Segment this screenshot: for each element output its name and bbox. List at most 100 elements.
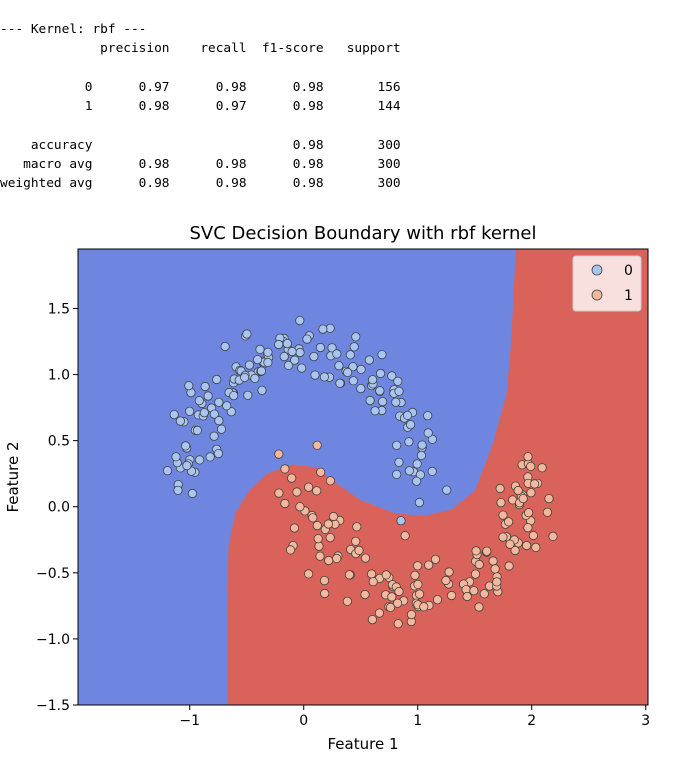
point-class-0 bbox=[229, 391, 239, 401]
point-class-1 bbox=[315, 551, 325, 561]
point-class-1 bbox=[430, 554, 441, 564]
point-class-1 bbox=[342, 596, 352, 606]
point-class-0 bbox=[279, 352, 289, 362]
point-class-1 bbox=[498, 510, 508, 520]
point-class-0 bbox=[404, 437, 414, 447]
point-class-0 bbox=[184, 381, 194, 391]
point-class-0 bbox=[318, 324, 328, 334]
point-class-1 bbox=[400, 531, 410, 541]
point-class-0 bbox=[375, 386, 385, 396]
scatter-points bbox=[162, 316, 558, 629]
point-class-0 bbox=[310, 370, 320, 380]
point-class-1 bbox=[325, 532, 335, 543]
point-class-1 bbox=[360, 553, 371, 563]
point-class-1 bbox=[393, 619, 403, 629]
point-class-0 bbox=[209, 409, 219, 419]
point-class-1 bbox=[548, 531, 558, 541]
point-class-1 bbox=[528, 530, 539, 541]
point-class-1 bbox=[513, 485, 523, 496]
point-class-0 bbox=[185, 406, 195, 416]
point-class-1 bbox=[521, 540, 532, 551]
point-class-0 bbox=[181, 441, 191, 451]
point-class-0 bbox=[203, 391, 213, 401]
point-class-1 bbox=[518, 493, 528, 504]
point-class-1 bbox=[385, 602, 396, 612]
point-class-0 bbox=[393, 376, 403, 386]
point-class-1 bbox=[360, 589, 370, 600]
point-class-0 bbox=[416, 450, 426, 460]
point-class-1 bbox=[392, 598, 403, 608]
point-class-0 bbox=[242, 329, 252, 339]
point-class-0 bbox=[327, 343, 337, 353]
point-class-0 bbox=[392, 440, 402, 450]
point-class-0 bbox=[192, 425, 202, 435]
point-class-1 bbox=[354, 545, 364, 555]
point-class-0 bbox=[370, 406, 380, 416]
point-class-0 bbox=[423, 411, 433, 421]
point-class-0 bbox=[309, 352, 319, 362]
point-class-1 bbox=[274, 488, 284, 498]
point-class-0 bbox=[220, 341, 230, 352]
point-class-1 bbox=[542, 507, 553, 517]
point-class-1 bbox=[412, 561, 423, 571]
point-class-0 bbox=[315, 342, 325, 353]
point-class-1 bbox=[352, 522, 362, 532]
point-class-1 bbox=[292, 487, 302, 497]
point-class-0 bbox=[351, 332, 361, 342]
point-class-1 bbox=[492, 577, 502, 587]
point-class-0 bbox=[243, 390, 253, 400]
point-class-0 bbox=[356, 364, 366, 374]
y-tick-label: −1.5 bbox=[36, 698, 70, 714]
y-tick-label: 1.0 bbox=[48, 368, 70, 384]
point-class-0 bbox=[394, 386, 404, 396]
point-class-1 bbox=[523, 452, 533, 462]
point-class-1 bbox=[312, 520, 322, 531]
x-axis: −1 0 1 2 3 bbox=[179, 705, 650, 729]
point-class-0 bbox=[319, 372, 329, 382]
point-class-0 bbox=[255, 344, 265, 354]
decision-region-0 bbox=[78, 249, 516, 705]
point-class-1 bbox=[424, 560, 434, 570]
decision-boundary-chart: SVC Decision Boundary with rbf kernel −1… bbox=[4, 223, 650, 753]
point-class-0 bbox=[263, 357, 273, 367]
point-class-0 bbox=[302, 334, 312, 344]
point-class-0 bbox=[423, 428, 433, 438]
point-class-0 bbox=[427, 434, 437, 444]
point-class-1 bbox=[523, 508, 534, 518]
point-class-1 bbox=[319, 575, 330, 586]
point-class-1 bbox=[495, 483, 505, 494]
point-class-0 bbox=[194, 396, 204, 406]
plot-frame bbox=[77, 248, 649, 706]
point-class-1 bbox=[351, 536, 361, 546]
point-class-1 bbox=[274, 449, 284, 459]
point-class-0 bbox=[348, 362, 358, 372]
point-class-1 bbox=[469, 586, 479, 596]
point-class-0 bbox=[417, 440, 427, 450]
point-class-0 bbox=[332, 349, 342, 359]
point-class-0 bbox=[414, 497, 424, 508]
point-class-1 bbox=[303, 482, 314, 492]
point-class-1 bbox=[312, 486, 322, 496]
point-class-0 bbox=[442, 485, 452, 495]
point-class-1 bbox=[496, 497, 506, 508]
point-class-1 bbox=[303, 569, 314, 579]
point-class-0 bbox=[334, 361, 344, 371]
point-class-1 bbox=[488, 556, 498, 566]
point-class-1 bbox=[523, 523, 533, 533]
point-class-0 bbox=[216, 424, 227, 434]
point-class-0 bbox=[222, 401, 232, 411]
point-class-0 bbox=[365, 395, 375, 406]
point-class-1 bbox=[368, 577, 378, 587]
point-class-0 bbox=[182, 461, 192, 471]
point-class-0 bbox=[257, 385, 267, 395]
point-class-1 bbox=[280, 498, 290, 509]
point-class-1 bbox=[289, 523, 300, 533]
point-class-1 bbox=[316, 467, 326, 477]
point-class-1 bbox=[381, 570, 391, 580]
point-class-0 bbox=[282, 339, 292, 349]
point-class-0 bbox=[348, 376, 358, 386]
point-class-1 bbox=[474, 559, 484, 570]
point-class-0 bbox=[295, 347, 305, 358]
point-class-1 bbox=[482, 546, 492, 556]
point-class-1 bbox=[324, 555, 334, 566]
